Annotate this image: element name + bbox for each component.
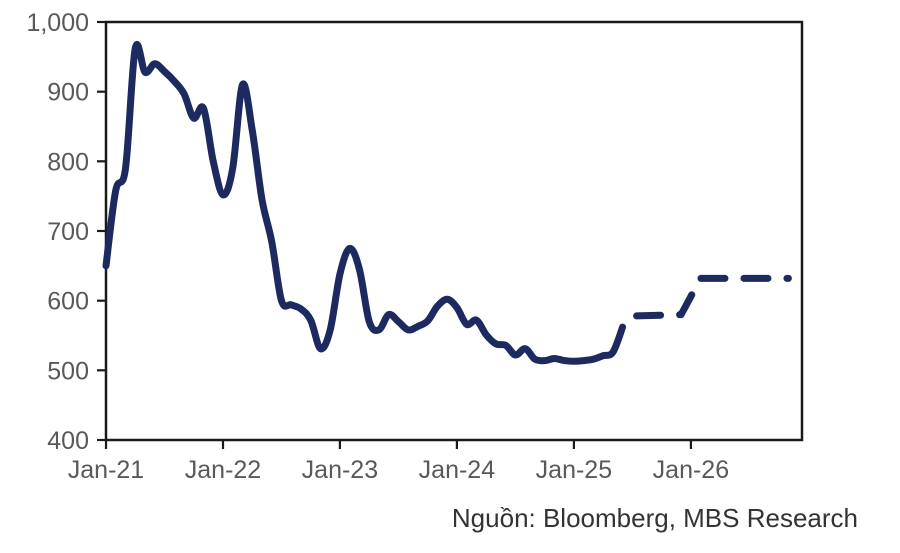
x-tick-label: Jan-24 bbox=[419, 456, 496, 484]
price-line-forecast bbox=[619, 274, 792, 331]
source-attribution: Nguồn: Bloomberg, MBS Research bbox=[451, 503, 858, 533]
x-tick-label: Jan-26 bbox=[653, 456, 729, 484]
y-tick-label: 1,000 bbox=[26, 9, 89, 37]
x-tick-label: Jan-21 bbox=[68, 456, 144, 484]
plot-border bbox=[104, 20, 804, 442]
x-tick-label: Jan-25 bbox=[536, 456, 612, 484]
x-tick-label: Jan-22 bbox=[185, 456, 261, 484]
y-tick-label: 800 bbox=[47, 148, 89, 176]
y-tick-label: 700 bbox=[47, 218, 89, 246]
x-tick-label: Jan-23 bbox=[302, 456, 378, 484]
y-tick-label: 600 bbox=[47, 288, 89, 316]
y-tick-label: 900 bbox=[47, 79, 89, 107]
y-tick-label: 400 bbox=[47, 427, 89, 455]
price-line-historical bbox=[102, 41, 627, 365]
y-tick-label: 500 bbox=[47, 357, 89, 385]
